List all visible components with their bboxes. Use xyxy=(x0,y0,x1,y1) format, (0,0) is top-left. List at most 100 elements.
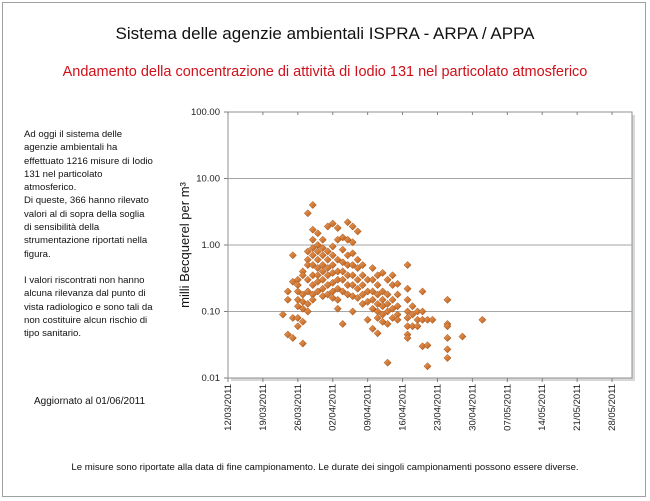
data-point xyxy=(378,287,387,296)
data-point xyxy=(348,271,357,280)
data-point xyxy=(308,261,317,269)
data-point xyxy=(303,247,312,256)
data-point xyxy=(368,287,377,296)
data-point xyxy=(298,317,307,326)
data-point xyxy=(393,315,402,324)
data-point xyxy=(293,313,302,322)
data-point xyxy=(443,322,452,331)
data-point xyxy=(308,295,317,304)
data-point xyxy=(338,287,347,296)
data-point xyxy=(338,233,347,242)
data-point xyxy=(333,284,342,293)
data-point xyxy=(338,275,347,284)
data-point xyxy=(278,310,287,319)
notes-panel: Ad oggi il sistema delle agenzie ambient… xyxy=(24,128,154,353)
data-point xyxy=(303,299,312,308)
x-tick-label: 19/03/2011 xyxy=(258,384,269,431)
data-point xyxy=(303,209,312,218)
data-point xyxy=(363,315,372,324)
data-point xyxy=(308,201,317,209)
x-tick-label: 14/05/2011 xyxy=(537,384,548,431)
data-point xyxy=(443,334,452,342)
x-tick-label: 23/04/2011 xyxy=(432,384,443,431)
y-tick-label: 0.01 xyxy=(202,373,221,384)
data-point xyxy=(403,295,412,304)
data-point xyxy=(393,279,402,288)
data-point xyxy=(298,339,307,348)
chart-frame xyxy=(2,2,646,497)
data-point xyxy=(343,218,352,227)
data-point xyxy=(373,313,382,322)
data-point xyxy=(283,330,292,339)
data-point xyxy=(318,267,327,276)
data-point xyxy=(368,275,377,284)
data-point xyxy=(338,319,347,328)
data-point xyxy=(428,315,437,324)
data-point xyxy=(403,261,412,269)
data-point xyxy=(298,271,307,280)
data-point xyxy=(368,304,377,313)
data-point xyxy=(328,242,337,251)
data-point xyxy=(423,362,432,371)
data-point xyxy=(478,315,487,324)
notes-text-3: I valori riscontrati non hanno alcuna ri… xyxy=(24,274,153,340)
data-point xyxy=(383,290,392,299)
y-tick-label: 100.00 xyxy=(191,107,220,118)
data-point xyxy=(328,278,337,287)
page-title: Sistema delle agenzie ambientali ISPRA -… xyxy=(115,24,535,43)
data-point xyxy=(328,261,337,269)
data-point xyxy=(413,322,422,331)
x-tick-label: 26/03/2011 xyxy=(293,384,304,431)
updated-date: Aggiornato al 01/06/2011 xyxy=(34,396,146,407)
data-point xyxy=(308,281,317,289)
notes-text-2: Di queste, 366 hanno rilevato valori al … xyxy=(24,195,149,260)
data-point xyxy=(333,224,342,232)
data-point xyxy=(418,287,427,296)
data-point xyxy=(403,284,412,293)
data-point xyxy=(308,251,317,260)
data-point xyxy=(423,341,432,350)
data-point xyxy=(313,287,322,296)
data-point xyxy=(348,261,357,269)
data-point xyxy=(393,290,402,299)
data-point xyxy=(323,290,332,299)
data-point xyxy=(338,267,347,276)
x-tick-label: 12/03/2011 xyxy=(223,384,234,431)
y-tick-label: 10.00 xyxy=(196,174,220,185)
x-tick-label: 07/05/2011 xyxy=(502,384,513,431)
data-point xyxy=(298,304,307,313)
data-point xyxy=(308,225,317,234)
data-point xyxy=(348,307,357,316)
notes-text-1: Ad oggi il sistema delle agenzie ambient… xyxy=(24,129,153,194)
y-tick-label: 0.10 xyxy=(202,307,221,318)
data-point xyxy=(293,322,302,331)
data-point xyxy=(348,249,357,258)
chart-subtitle: Andamento della concentrazione di attivi… xyxy=(62,64,588,80)
x-tick-label: 21/05/2011 xyxy=(572,384,583,431)
data-point xyxy=(408,310,417,319)
data-point xyxy=(328,251,337,260)
data-point xyxy=(353,284,362,293)
data-point xyxy=(373,329,382,338)
data-point xyxy=(308,235,317,244)
data-point xyxy=(353,293,362,302)
data-point xyxy=(353,227,362,236)
data-point xyxy=(393,302,402,311)
data-point xyxy=(288,334,297,342)
data-point xyxy=(318,235,327,244)
data-point xyxy=(358,271,367,280)
data-point xyxy=(403,334,412,342)
data-point xyxy=(443,354,452,362)
data-point xyxy=(323,247,332,256)
data-point xyxy=(328,219,337,228)
x-tick-label: 16/04/2011 xyxy=(398,384,409,431)
data-point xyxy=(283,287,292,296)
data-point xyxy=(358,261,367,269)
data-point xyxy=(353,264,362,273)
data-point xyxy=(283,295,292,304)
data-point xyxy=(328,293,337,302)
data-point xyxy=(418,307,427,316)
x-tick-label: 09/04/2011 xyxy=(363,384,374,431)
data-point xyxy=(288,251,297,260)
